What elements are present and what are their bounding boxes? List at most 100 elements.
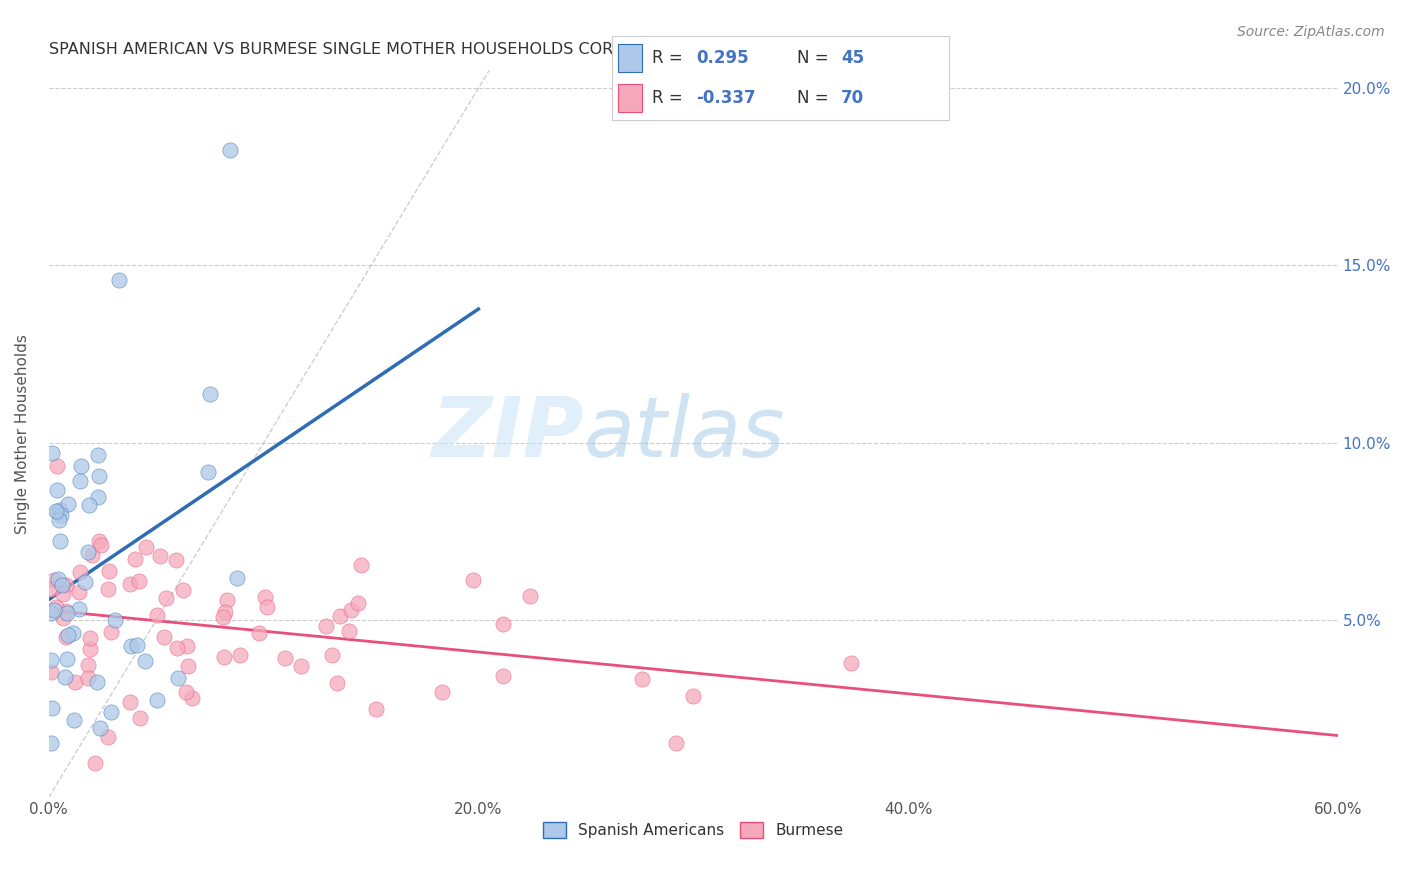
Point <box>682 689 704 703</box>
Point <box>46 505 69 519</box>
Point <box>39 736 62 750</box>
Point <box>44 603 66 617</box>
Y-axis label: Single Mother Households: Single Mother Households <box>15 334 30 534</box>
Point <box>79 631 101 645</box>
Point <box>46 572 69 586</box>
Point <box>492 669 515 683</box>
Point <box>120 695 142 709</box>
Point <box>46 458 69 473</box>
Point <box>120 639 142 653</box>
Point <box>254 591 277 605</box>
Point <box>41 446 63 460</box>
Text: 0.295: 0.295 <box>696 49 748 67</box>
Point <box>39 653 62 667</box>
Point <box>41 700 63 714</box>
Point <box>58 628 80 642</box>
Point <box>337 624 360 639</box>
Point <box>63 713 86 727</box>
Point <box>229 648 252 662</box>
Point <box>48 534 70 549</box>
Text: -0.337: -0.337 <box>696 89 755 107</box>
Point <box>76 545 98 559</box>
Point <box>200 386 222 401</box>
Point <box>274 651 297 665</box>
Text: SPANISH AMERICAN VS BURMESE SINGLE MOTHER HOUSEHOLDS CORRELATION CHART: SPANISH AMERICAN VS BURMESE SINGLE MOTHE… <box>49 42 752 57</box>
Point <box>67 602 90 616</box>
Point <box>70 459 93 474</box>
Point <box>87 448 110 462</box>
Point <box>90 538 112 552</box>
Point <box>86 675 108 690</box>
Text: N =: N = <box>797 89 834 107</box>
Point <box>226 570 249 584</box>
Point <box>247 626 270 640</box>
Text: Source: ZipAtlas.com: Source: ZipAtlas.com <box>1237 25 1385 39</box>
Point <box>128 574 150 588</box>
Point <box>75 574 97 589</box>
Point <box>108 273 131 287</box>
Point <box>48 503 70 517</box>
Point <box>340 603 363 617</box>
Point <box>67 585 90 599</box>
Point <box>98 564 121 578</box>
Point <box>69 565 91 579</box>
Point <box>53 670 76 684</box>
Point <box>176 639 198 653</box>
Point <box>45 483 67 498</box>
Point <box>630 672 652 686</box>
Text: 45: 45 <box>841 49 865 67</box>
Point <box>256 599 278 614</box>
Point <box>174 684 197 698</box>
Point <box>56 607 79 621</box>
Point <box>77 671 100 685</box>
Point <box>62 626 84 640</box>
Text: R =: R = <box>652 49 688 67</box>
Point <box>97 582 120 596</box>
Point <box>149 549 172 563</box>
Text: atlas: atlas <box>583 393 786 475</box>
Point <box>350 558 373 572</box>
Point <box>211 610 233 624</box>
Point <box>97 730 120 744</box>
Point <box>181 691 204 706</box>
Point <box>83 756 105 771</box>
Point <box>155 591 177 606</box>
Point <box>218 143 240 157</box>
Point <box>48 513 70 527</box>
Point <box>55 630 77 644</box>
Point <box>45 599 67 614</box>
Point <box>104 613 127 627</box>
Point <box>69 475 91 489</box>
Point <box>176 659 198 673</box>
Point <box>87 490 110 504</box>
Point <box>146 692 169 706</box>
Point <box>80 548 103 562</box>
Point <box>366 702 388 716</box>
Point <box>214 650 236 665</box>
Text: 70: 70 <box>841 89 865 107</box>
Point <box>58 497 80 511</box>
Point <box>39 582 62 596</box>
Point <box>100 705 122 719</box>
Point <box>127 638 149 652</box>
Point <box>55 604 77 618</box>
Point <box>492 616 515 631</box>
Legend: Spanish Americans, Burmese: Spanish Americans, Burmese <box>537 816 849 845</box>
Point <box>519 590 541 604</box>
Bar <box>619 45 643 71</box>
Point <box>321 648 343 663</box>
Point <box>290 659 312 673</box>
Point <box>100 625 122 640</box>
Point <box>49 508 72 522</box>
Point <box>135 540 157 554</box>
Point <box>124 552 146 566</box>
Text: N =: N = <box>797 49 834 67</box>
Point <box>430 685 453 699</box>
Point <box>172 582 194 597</box>
Point <box>463 573 485 587</box>
Point <box>197 465 219 479</box>
Point <box>52 586 75 600</box>
Text: ZIP: ZIP <box>432 393 583 475</box>
Text: R =: R = <box>652 89 688 107</box>
Point <box>134 654 156 668</box>
